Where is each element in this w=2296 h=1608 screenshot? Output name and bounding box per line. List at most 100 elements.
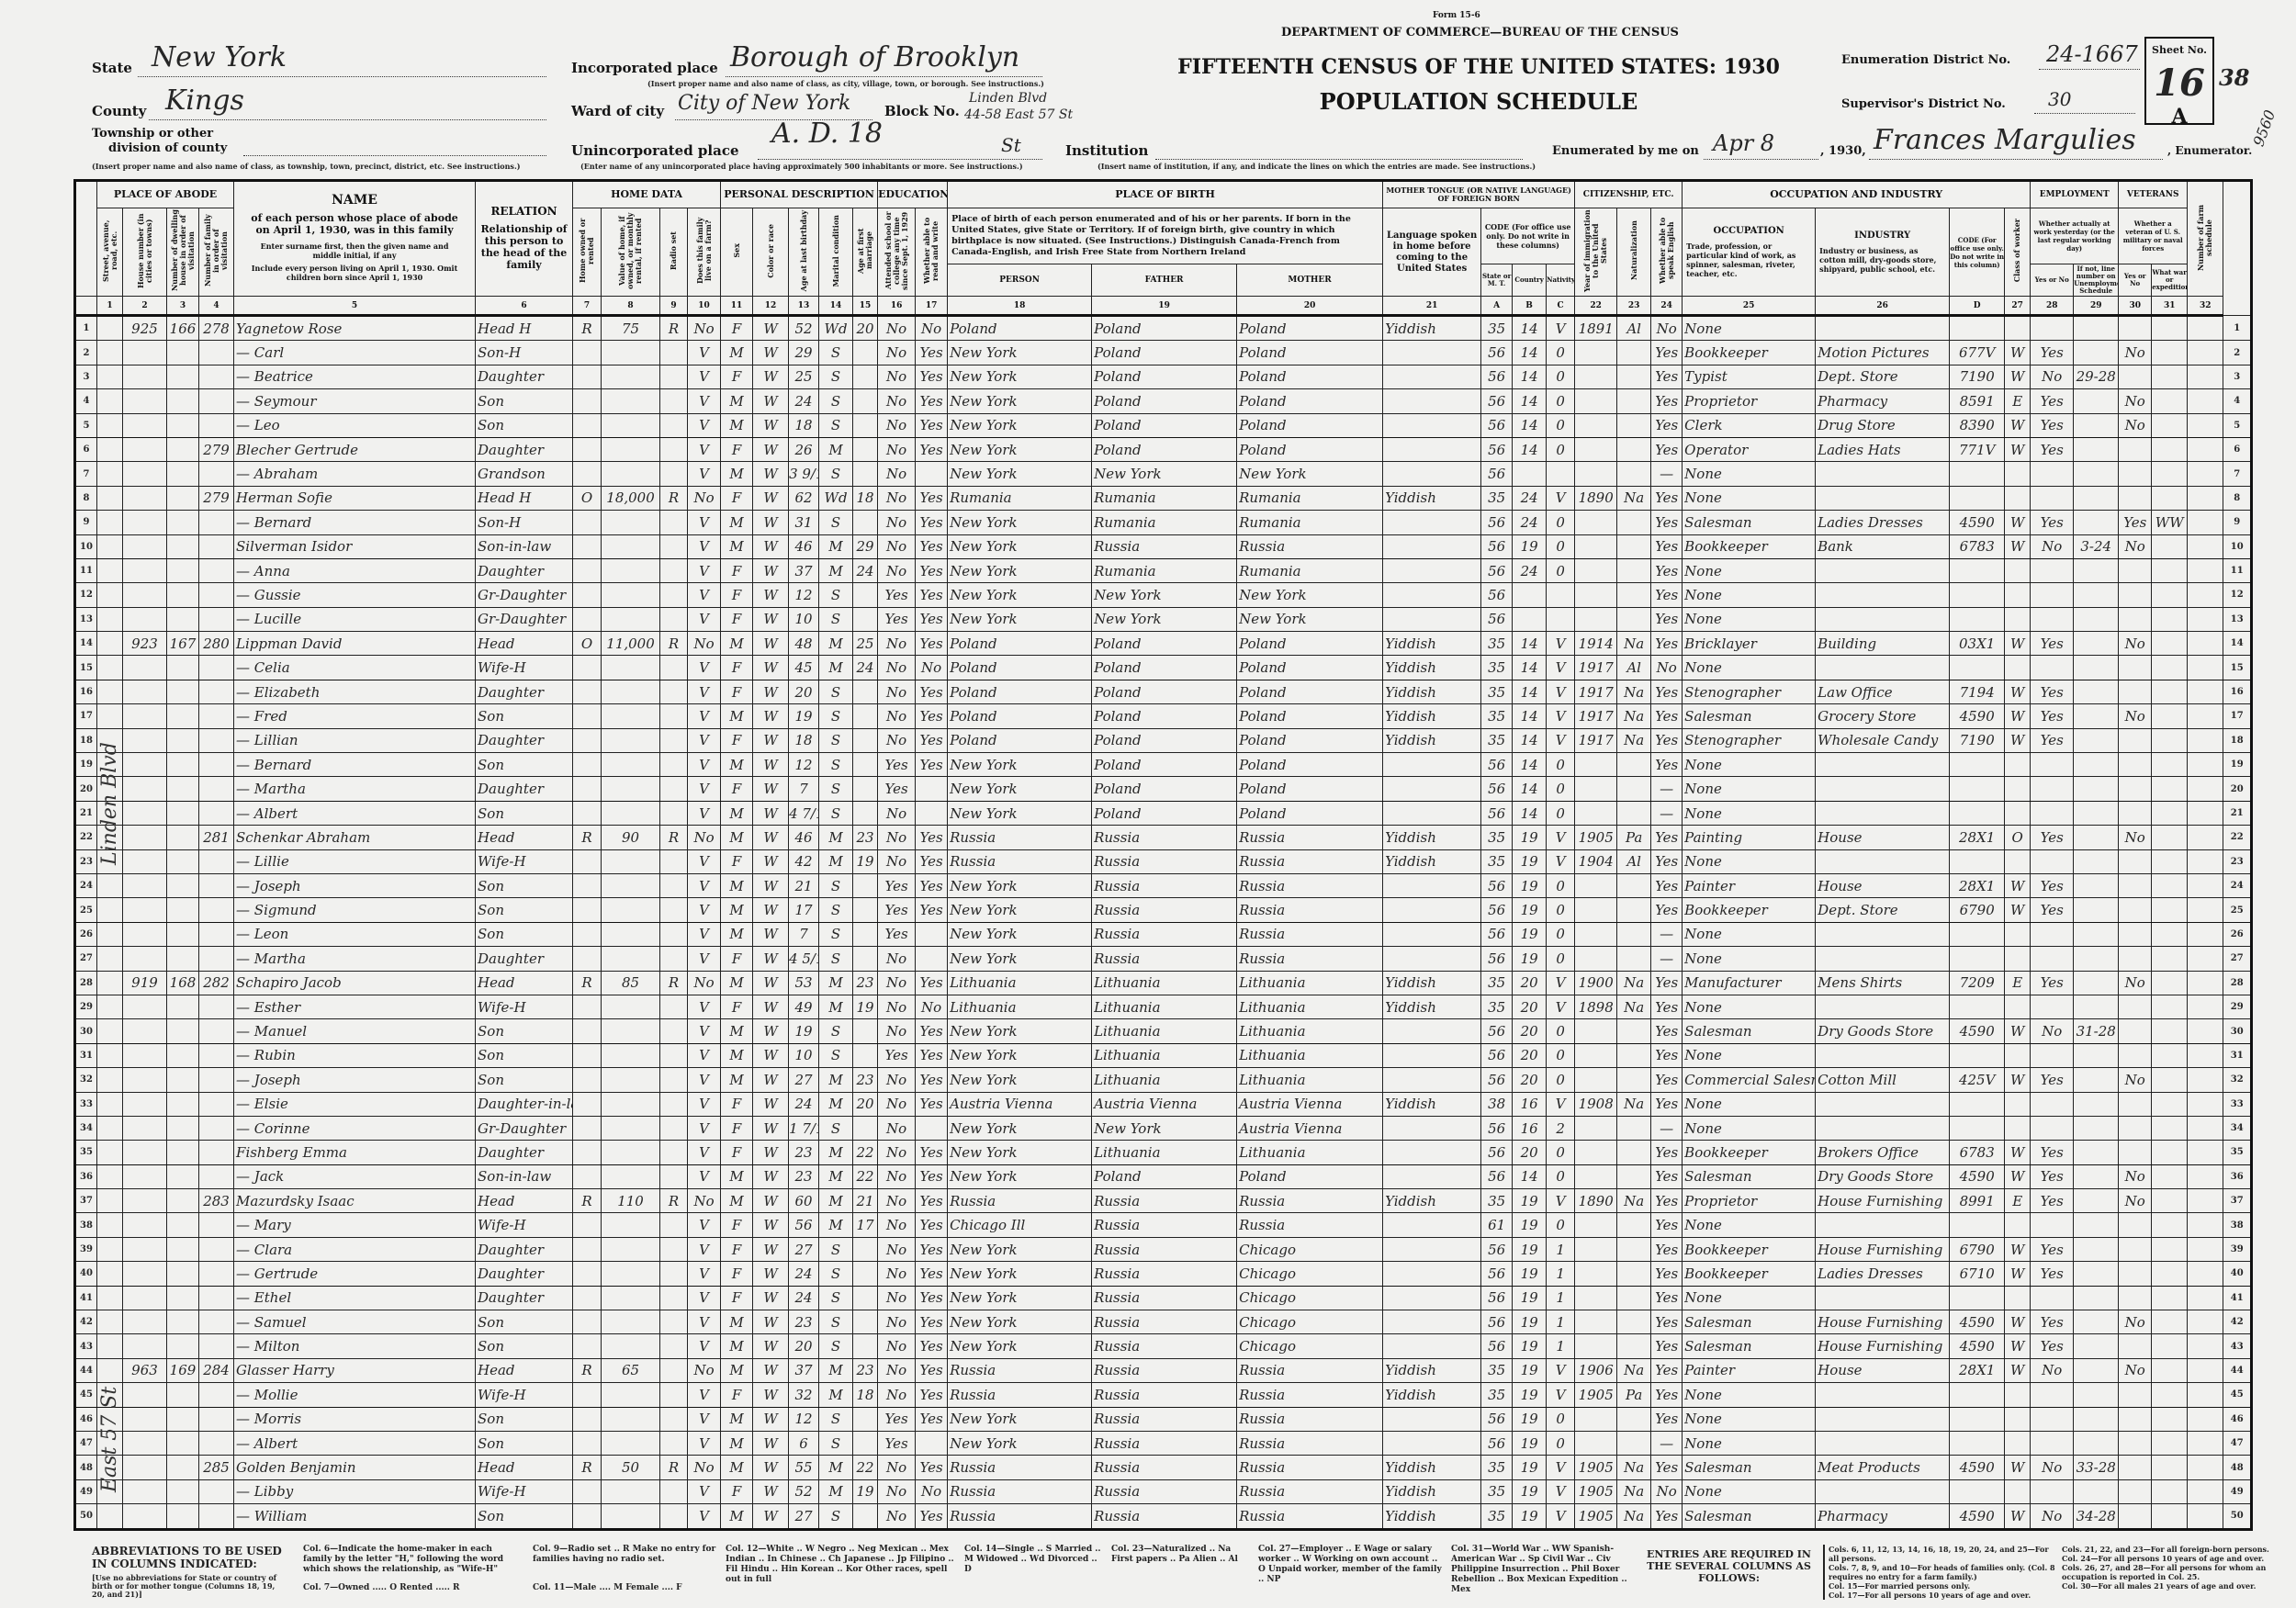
cell-birth-father: Russia bbox=[1091, 1212, 1238, 1238]
cell-farm: V bbox=[687, 1018, 722, 1044]
cell-age: 17 bbox=[788, 897, 820, 923]
cell-relation: Son bbox=[475, 1406, 574, 1432]
cell-at-work bbox=[2030, 485, 2075, 512]
cell-language bbox=[1382, 461, 1482, 487]
cell-class-worker bbox=[2004, 800, 2032, 826]
cell-code-a: 35 bbox=[1480, 703, 1514, 729]
cell-unemployment-line bbox=[2073, 510, 2120, 535]
cell-sex: M bbox=[720, 897, 754, 923]
cell-birth-person: Poland bbox=[947, 314, 1093, 342]
cell-unemployment-line bbox=[2073, 631, 2120, 657]
assembly-district: A. D. 18 bbox=[771, 118, 883, 150]
cell-birth-person: New York bbox=[947, 510, 1093, 535]
cell-english: Yes bbox=[1650, 897, 1683, 923]
cell-code-d bbox=[1949, 314, 2006, 342]
cell-code-d: 8991 bbox=[1949, 1188, 2006, 1214]
cell-unemployment-line bbox=[2073, 946, 2120, 972]
cell-tenure bbox=[572, 534, 602, 559]
cell-age-marriage: 23 bbox=[852, 1357, 879, 1384]
col-house-number-header: House number (in cities or towns) bbox=[122, 208, 167, 297]
cell-birth-mother: Russia bbox=[1236, 921, 1384, 948]
cell-home-value bbox=[601, 679, 661, 705]
supervisor-district-value: 30 bbox=[2048, 88, 2072, 110]
cell-code-c: 0 bbox=[1546, 388, 1576, 414]
cell-code-c: 1 bbox=[1546, 1285, 1576, 1311]
cell-marital: S bbox=[818, 1430, 854, 1456]
cell-code-c: V bbox=[1546, 1503, 1576, 1530]
cell-english: Yes bbox=[1650, 752, 1683, 778]
cell-read-write: Yes bbox=[915, 1212, 949, 1238]
table-row: 41— Ethel Daughter V F W 24 S No Yes New York Russ… bbox=[74, 1285, 2253, 1311]
cell-age: 18 bbox=[788, 727, 820, 754]
cell-dwelling bbox=[166, 655, 199, 680]
cell-immigration bbox=[1574, 776, 1618, 802]
table-row: 38— Mary Wife-H V F W 56 M 17 No Yes Chicago Ill Ru… bbox=[74, 1212, 2253, 1238]
cell-dwelling bbox=[166, 872, 199, 899]
cell-race: W bbox=[752, 1042, 790, 1069]
cell-line-right: 10 bbox=[2223, 534, 2253, 559]
cell-occupation: None bbox=[1682, 606, 1817, 633]
cell-english: Yes bbox=[1650, 606, 1683, 633]
cell-sex: F bbox=[720, 1236, 754, 1263]
cell-street bbox=[96, 1115, 123, 1141]
cell-family bbox=[197, 364, 235, 390]
cell-immigration: 1917 bbox=[1574, 679, 1618, 705]
cell-race: W bbox=[752, 872, 790, 899]
footer-col12: Col. 12—White .. W Negro .. Neg Mexican … bbox=[726, 1545, 954, 1584]
cell-home-value bbox=[601, 461, 661, 487]
col-radio-header: Radio set bbox=[659, 208, 689, 297]
cell-naturalization: Al bbox=[1616, 655, 1652, 680]
cell-line: 8 bbox=[74, 485, 97, 512]
cell-race: W bbox=[752, 1430, 790, 1456]
cell-name: — Celia bbox=[233, 655, 477, 680]
cell-veteran bbox=[2118, 1018, 2153, 1044]
cell-occupation: None bbox=[1682, 946, 1817, 972]
column-number: 30 bbox=[2118, 296, 2153, 317]
cell-birth-person: Russia bbox=[947, 1479, 1093, 1505]
cell-age: 23 bbox=[788, 1140, 820, 1165]
cell-home-value bbox=[601, 703, 661, 729]
cell-language bbox=[1382, 1067, 1482, 1093]
cell-house bbox=[122, 510, 167, 535]
cell-age-marriage: 22 bbox=[852, 1140, 879, 1165]
cell-farm-schedule bbox=[2187, 800, 2224, 826]
cell-farm: V bbox=[687, 1333, 722, 1359]
cell-code-d bbox=[1949, 1212, 2006, 1238]
cell-read-write bbox=[915, 800, 949, 826]
cell-school: Yes bbox=[877, 1430, 917, 1456]
cell-veteran bbox=[2118, 1261, 2153, 1287]
cell-naturalization bbox=[1616, 412, 1652, 438]
cell-unemployment-line bbox=[2073, 461, 2120, 487]
cell-read-write: Yes bbox=[915, 1261, 949, 1287]
group-employment: EMPLOYMENT bbox=[2030, 180, 2120, 208]
cell-birth-person: Russia bbox=[947, 1357, 1093, 1384]
cell-family bbox=[197, 921, 235, 948]
cell-home-value bbox=[601, 1261, 661, 1287]
cell-school: No bbox=[877, 364, 917, 390]
cell-unemployment-line bbox=[2073, 1042, 2120, 1069]
cell-line: 9 bbox=[74, 510, 97, 535]
cell-radio bbox=[659, 921, 689, 948]
cell-birth-mother: Russia bbox=[1236, 897, 1384, 923]
institution-label: Institution bbox=[1065, 142, 1149, 159]
cell-birth-mother: Chicago bbox=[1236, 1285, 1384, 1311]
cell-birth-mother: New York bbox=[1236, 582, 1384, 608]
cell-age-marriage bbox=[852, 582, 879, 608]
col-farm-header: Does this family live on a farm? bbox=[687, 208, 722, 297]
cell-name: — Mollie bbox=[233, 1382, 477, 1408]
cell-occupation: None bbox=[1682, 1479, 1817, 1505]
cell-at-work bbox=[2030, 1430, 2075, 1456]
cell-class-worker bbox=[2004, 1406, 2032, 1432]
cell-at-work bbox=[2030, 1382, 2075, 1408]
cell-birth-person: New York bbox=[947, 534, 1093, 559]
cell-code-b: 20 bbox=[1512, 1140, 1548, 1165]
enumeration-district-value: 24-1667 bbox=[2046, 41, 2138, 67]
cell-immigration bbox=[1574, 1115, 1618, 1141]
cell-unemployment-line: 34-28 bbox=[2073, 1503, 2120, 1530]
cell-unemployment-line bbox=[2073, 1285, 2120, 1311]
cell-industry: House Furnishing bbox=[1815, 1236, 1951, 1263]
cell-tenure: R bbox=[572, 1357, 602, 1384]
cell-birth-person: New York bbox=[947, 1310, 1093, 1335]
cell-code-a: 56 bbox=[1480, 436, 1514, 463]
